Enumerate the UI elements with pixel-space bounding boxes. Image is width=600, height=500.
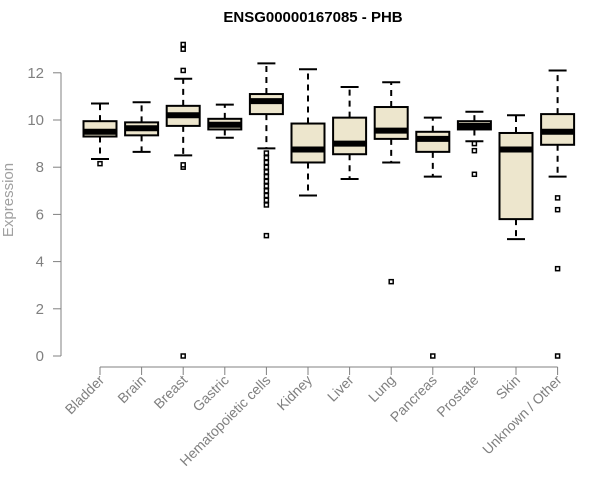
x-tick-label: Unknown / Other <box>479 372 565 458</box>
outlier-point <box>263 173 270 180</box>
outlier-point <box>263 155 270 161</box>
x-tick-label: Prostate <box>433 372 481 420</box>
box-skin <box>498 114 534 241</box>
iqr-box <box>498 131 534 221</box>
y-tick-label: 12 <box>27 65 44 82</box>
outlier-point <box>180 67 186 74</box>
x-tick-label: Kidney <box>274 372 316 414</box>
y-tick-label: 8 <box>36 159 44 176</box>
outlier-point <box>263 183 270 189</box>
box-unknown-other <box>540 69 576 359</box>
outlier-point <box>263 197 270 203</box>
y-tick-label: 10 <box>27 112 44 129</box>
outlier-point <box>180 41 186 48</box>
box-liver <box>332 85 368 180</box>
iqr-box <box>290 122 326 164</box>
y-tick-label: 6 <box>36 206 44 223</box>
outlier-point <box>388 278 394 285</box>
y-tick-label: 4 <box>36 254 44 271</box>
outlier-point <box>263 178 270 185</box>
outlier-point <box>430 353 436 359</box>
y-axis-label: Expression <box>0 163 17 237</box>
box-kidney <box>290 68 326 197</box>
iqr-box <box>332 116 368 156</box>
iqr-box <box>373 106 409 140</box>
outlier-point <box>263 150 270 156</box>
outlier-point <box>180 162 186 168</box>
outlier-point <box>97 160 103 167</box>
outlier-point <box>471 171 478 178</box>
outlier-point <box>263 232 270 239</box>
box-breast <box>165 41 201 359</box>
x-tick-label: Breast <box>150 372 190 412</box>
x-tick-label: Liver <box>324 372 357 405</box>
outlier-point <box>263 188 270 194</box>
outlier-point <box>471 140 478 147</box>
x-tick-label: Lung <box>365 372 398 405</box>
y-tick-label: 2 <box>36 301 44 318</box>
x-tick-label: Brain <box>114 372 148 406</box>
outlier-point <box>263 192 270 199</box>
box-lung <box>373 81 409 285</box>
outlier-point <box>554 265 561 272</box>
plot-area <box>82 41 576 359</box>
outlier-point <box>180 46 186 52</box>
box-gastric <box>207 103 243 139</box>
y-tick-label: 0 <box>36 348 44 365</box>
box-hematopoietic-cells <box>248 62 284 239</box>
outlier-point <box>263 164 270 170</box>
box-bladder <box>82 102 118 167</box>
x-tick-label: Bladder <box>62 372 108 418</box>
outlier-point <box>554 353 561 359</box>
outlier-point <box>554 195 561 201</box>
x-tick-label: Skin <box>493 372 524 403</box>
chart-title: ENSG00000167085 - PHB <box>223 9 402 26</box>
box-brain <box>124 101 160 153</box>
outlier-point <box>471 147 478 154</box>
outlier-point <box>263 169 270 175</box>
outlier-point <box>263 202 270 208</box>
outlier-point <box>554 206 561 213</box>
box-prostate <box>456 110 492 178</box>
outlier-point <box>180 353 186 359</box>
box-pancreas <box>415 116 451 359</box>
outlier-point <box>263 159 270 166</box>
